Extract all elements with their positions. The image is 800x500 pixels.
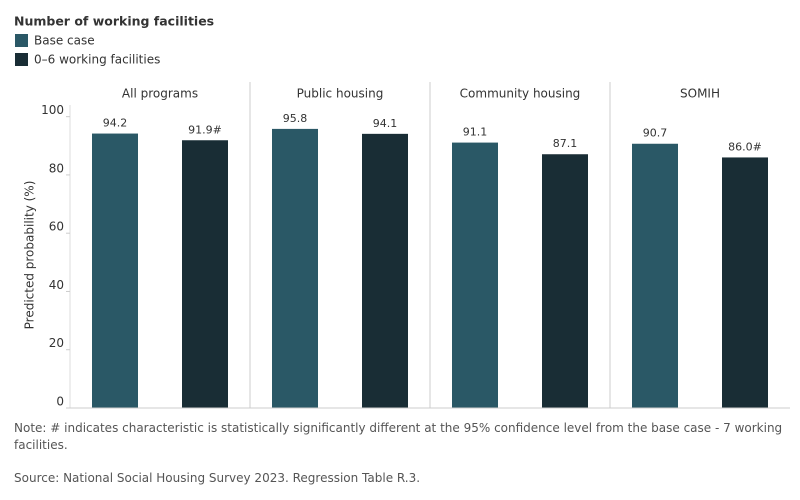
- value-label: 91.1: [463, 126, 488, 139]
- value-label: 94.1: [373, 117, 398, 130]
- source: Source: National Social Housing Survey 2…: [14, 471, 421, 485]
- value-label: 94.2: [103, 117, 128, 130]
- legend-title: Number of working facilities: [14, 14, 214, 29]
- y-tick-label: 40: [49, 278, 64, 292]
- panel-label: SOMIH: [680, 87, 720, 101]
- note: Note: # indicates characteristic is stat…: [14, 421, 783, 452]
- panel-label: All programs: [122, 87, 198, 101]
- panel-label: Public housing: [297, 87, 384, 101]
- value-label: 95.8: [283, 112, 308, 125]
- legend-swatch: [15, 53, 28, 66]
- bar: [722, 157, 768, 408]
- bar: [272, 128, 318, 408]
- bar: [542, 154, 588, 408]
- y-tick-label: 60: [49, 220, 64, 234]
- y-tick-label: 0: [56, 395, 64, 409]
- bar: [362, 133, 408, 408]
- y-tick-label: 20: [49, 336, 64, 350]
- value-label: 87.1: [553, 137, 578, 150]
- bar: [632, 143, 678, 409]
- y-tick-label: 100: [41, 103, 64, 117]
- y-axis-label: Predicted probability (%): [23, 181, 37, 330]
- chart: Number of working facilities Predicted p…: [14, 14, 790, 409]
- panel-label: Community housing: [460, 87, 581, 101]
- bar: [92, 133, 138, 408]
- bar: [452, 142, 498, 408]
- value-label: 90.7: [643, 127, 668, 140]
- legend-swatch: [15, 34, 28, 47]
- y-tick-label: 80: [49, 161, 64, 175]
- bar: [182, 140, 228, 409]
- value-label: 91.9#: [188, 123, 222, 136]
- value-label: 86.0#: [728, 140, 762, 153]
- legend-label: 0–6 working facilities: [34, 53, 160, 67]
- legend-label: Base case: [34, 34, 95, 48]
